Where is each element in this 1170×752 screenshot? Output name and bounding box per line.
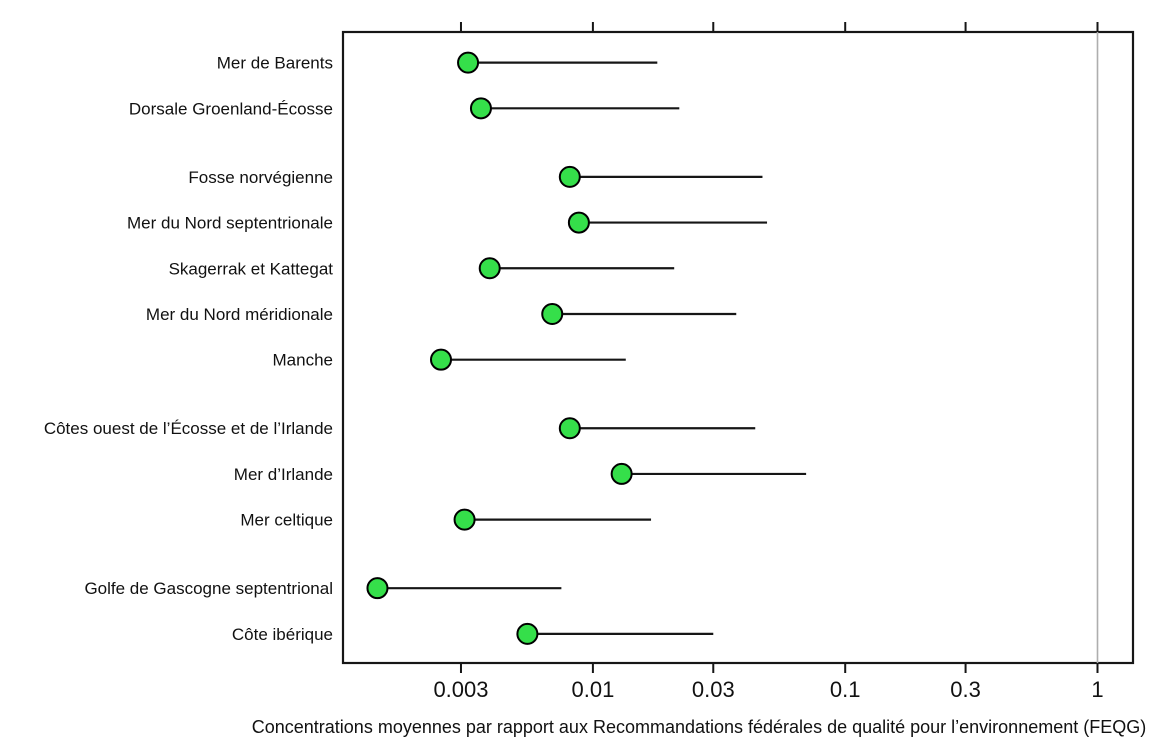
x-axis-tick-label: 0.03	[692, 677, 735, 702]
data-rows-layer: Mer de Barents Dorsale Groenland-Écosse Fo…	[44, 51, 807, 645]
table-row: Dorsale Groenland-Écosse	[129, 97, 680, 120]
mean-dot	[478, 257, 501, 280]
category-label: Fosse norvégienne	[188, 168, 333, 187]
plot-area-border	[341, 30, 1135, 665]
table-row: Côtes ouest de l’Écosse et de l’Irlande	[44, 417, 756, 440]
x-axis-title: Concentrations moyennes par rapport aux …	[252, 717, 1146, 737]
x-axis-tick-label: 0.003	[433, 677, 488, 702]
mean-dot	[567, 211, 590, 234]
table-row: Skagerrak et Kattegat	[169, 257, 675, 280]
mean-dot	[558, 165, 581, 188]
mean-dot	[469, 97, 492, 120]
x-axis-layer: 0.003 0.01 0.03 0.1 0.3 1	[433, 22, 1104, 702]
category-label: Mer de Barents	[217, 54, 333, 73]
category-label: Mer du Nord septentrionale	[127, 214, 333, 233]
table-row: Mer d’Irlande	[234, 462, 807, 485]
x-axis-tick-label: 0.1	[830, 677, 861, 702]
x-axis-tick-label: 1	[1091, 677, 1103, 702]
table-row: Mer de Barents	[217, 51, 658, 74]
category-label: Côtes ouest de l’Écosse et de l’Irlande	[44, 419, 333, 438]
mean-dot	[453, 508, 476, 531]
table-row: Manche	[273, 348, 626, 371]
table-row: Golfe de Gascogne septentrional	[84, 577, 562, 600]
category-label: Manche	[273, 351, 333, 370]
mean-dot	[541, 302, 564, 325]
mean-dot	[457, 51, 480, 74]
table-row: Mer du Nord septentrionale	[127, 211, 768, 234]
category-label: Mer d’Irlande	[234, 465, 333, 484]
category-label: Golfe de Gascogne septentrional	[84, 579, 333, 598]
mean-dot	[610, 462, 633, 485]
category-label: Dorsale Groenland-Écosse	[129, 99, 333, 118]
x-axis-tick-label: 0.3	[950, 677, 981, 702]
category-label: Skagerrak et Kattegat	[169, 259, 334, 278]
mean-dot	[558, 417, 581, 440]
category-label: Mer celtique	[240, 511, 333, 530]
table-row: Mer du Nord méridionale	[146, 302, 737, 325]
table-row: Côte ibérique	[232, 622, 714, 645]
mean-dot	[366, 577, 389, 600]
table-row: Mer celtique	[240, 508, 652, 531]
table-row: Fosse norvégienne	[188, 165, 763, 188]
x-axis-tick-label: 0.01	[571, 677, 614, 702]
mean-dot	[430, 348, 453, 371]
mean-dot	[516, 622, 539, 645]
category-label: Côte ibérique	[232, 625, 333, 644]
category-label: Mer du Nord méridionale	[146, 305, 333, 324]
